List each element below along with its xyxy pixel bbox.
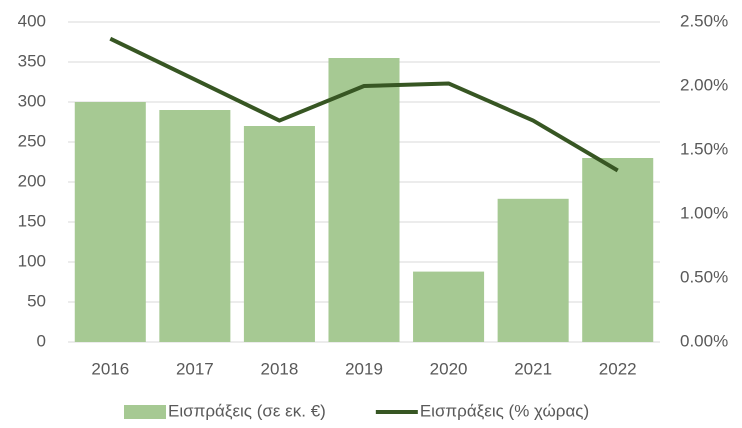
y-tick-label: 400 xyxy=(18,11,46,30)
y-tick-label: 50 xyxy=(27,291,46,310)
legend-label: Εισπράξεις (% χώρας) xyxy=(420,401,589,420)
y2-tick-label: 2.50% xyxy=(680,11,728,30)
bar xyxy=(582,158,654,342)
y-tick-label: 200 xyxy=(18,171,46,190)
line xyxy=(109,36,619,173)
bar xyxy=(413,271,485,342)
y-tick-label: 150 xyxy=(18,211,46,230)
bar xyxy=(328,58,400,342)
bar xyxy=(497,198,569,342)
legend-label: Εισπράξεις (σε εκ. €) xyxy=(168,401,326,420)
y2-tick-label: 0.50% xyxy=(680,267,728,286)
y2-tick-label: 0.00% xyxy=(680,331,728,350)
y2-tick-label: 2.00% xyxy=(680,75,728,94)
bar xyxy=(243,126,315,342)
x-tick-label: 2019 xyxy=(345,359,383,378)
y-tick-label: 0 xyxy=(37,331,46,350)
x-tick-label: 2017 xyxy=(176,359,214,378)
y-tick-label: 250 xyxy=(18,131,46,150)
x-tick-label: 2016 xyxy=(91,359,129,378)
y2-tick-label: 1.00% xyxy=(680,203,728,222)
legend-swatch xyxy=(124,405,166,419)
y-tick-label: 100 xyxy=(18,251,46,270)
y-tick-label: 350 xyxy=(18,51,46,70)
x-tick-label: 2022 xyxy=(599,359,637,378)
bar xyxy=(159,110,231,342)
x-tick-label: 2021 xyxy=(514,359,552,378)
y-tick-label: 300 xyxy=(18,91,46,110)
x-tick-label: 2018 xyxy=(261,359,299,378)
bar xyxy=(74,102,146,342)
x-tick-label: 2020 xyxy=(430,359,468,378)
y2-tick-label: 1.50% xyxy=(680,139,728,158)
